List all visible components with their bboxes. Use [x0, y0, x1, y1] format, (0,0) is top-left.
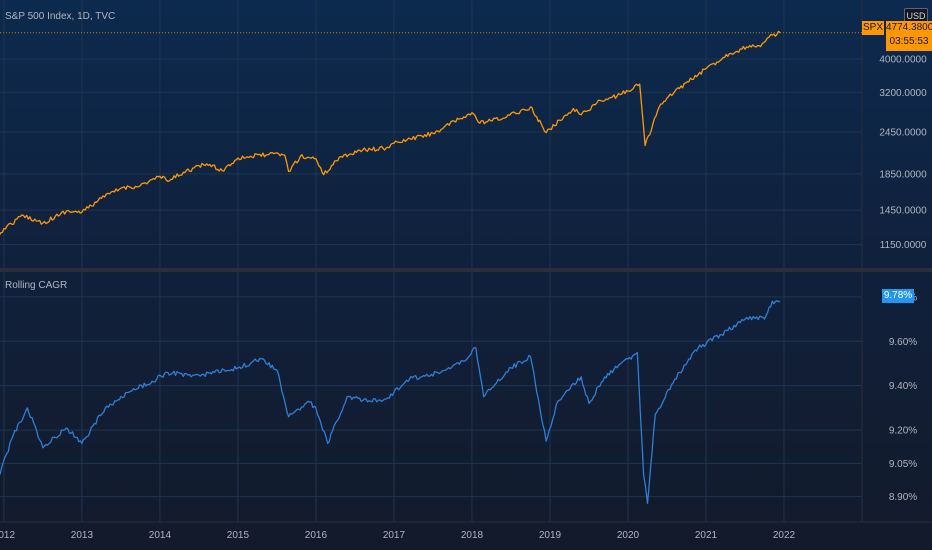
indicator-pane-title: Rolling CAGR — [5, 280, 68, 291]
y-tick-label: 9.05% — [889, 459, 917, 470]
indicator-last-value-tag: 9.78% — [882, 289, 914, 303]
y-tick-label: 9.40% — [889, 381, 917, 392]
x-tick-label: 2012 — [0, 530, 15, 541]
y-tick-label: 3200.0000 — [879, 88, 927, 99]
x-tick-label: 2015 — [227, 530, 250, 541]
x-tick-label: 2019 — [539, 530, 562, 541]
rolling-cagr-line — [0, 300, 781, 504]
y-tick-label: 9.60% — [889, 337, 917, 348]
price-pane-title: S&P 500 Index, 1D, TVC — [5, 11, 116, 22]
y-tick-label: 1150.0000 — [880, 240, 927, 251]
bar-countdown: 03:55:53 — [889, 36, 929, 47]
x-tick-label: 2022 — [773, 530, 796, 541]
x-tick-label: 2013 — [71, 530, 94, 541]
symbol-tag: SPX — [862, 21, 884, 35]
x-tick-label: 2016 — [305, 530, 328, 541]
x-tick-label: 2021 — [695, 530, 718, 541]
y-tick-label: 1450.0000 — [879, 206, 927, 217]
last-price-tag: 4774.3800 03:55:53 — [886, 21, 932, 51]
y-tick-label: 8.90% — [889, 492, 917, 503]
pane-separator — [0, 268, 932, 272]
x-tick-label: 2020 — [617, 530, 640, 541]
last-price-value: 4774.3800 — [886, 22, 932, 33]
y-tick-label: 2450.0000 — [879, 128, 927, 139]
x-tick-label: 2018 — [461, 530, 484, 541]
spx-price-line — [0, 30, 781, 236]
y-tick-label: 1850.0000 — [879, 169, 927, 180]
x-tick-label: 2014 — [149, 530, 172, 541]
y-tick-label: 9.20% — [889, 426, 917, 437]
x-tick-label: 2017 — [383, 530, 406, 541]
y-tick-label: 4000.0000 — [879, 55, 927, 66]
